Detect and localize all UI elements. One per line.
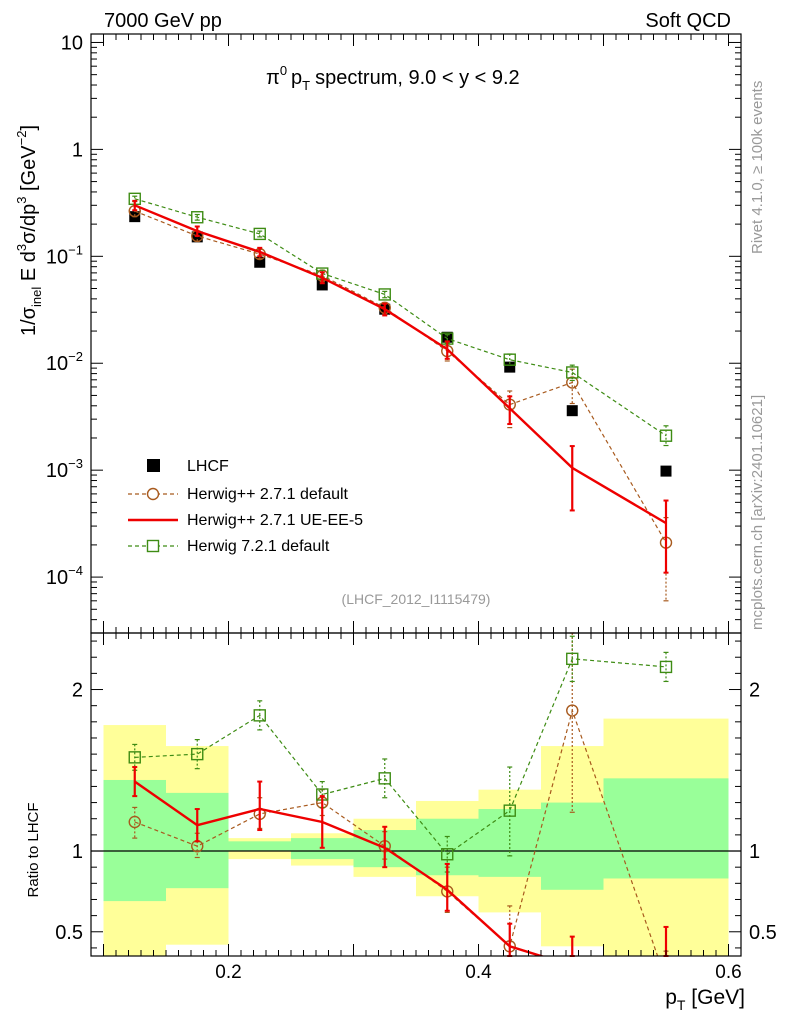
ratio-ytick-label-left-2: 2 [72, 680, 83, 702]
ratio-herwig7-default-point-0 [128, 751, 141, 764]
ratio-herwig7-default-point-2 [253, 709, 266, 722]
main-lhcf-point-2 [254, 256, 266, 268]
ratio-band-inner-2 [228, 841, 291, 852]
ratio-band-inner-0 [103, 779, 166, 902]
ratio-ytick-label-right-0: 0.5 [749, 922, 777, 944]
main-lhcf-point-5 [441, 331, 453, 343]
header-left: 7000 GeV pp [104, 10, 222, 32]
main-ytick-label-5: 10−4 [46, 563, 83, 589]
main-ytick-label-base-2: 10 [46, 246, 68, 268]
main-panel-data [128, 192, 673, 602]
main-y-axis-label: 1/σinel E d3σ/dp3 [GeV−2] [14, 125, 44, 336]
main-ytick-label-exp-2: −1 [68, 242, 83, 257]
legend-marker-lhcf [147, 459, 160, 472]
main-herwig7-default-point-8 [659, 429, 673, 442]
ratio-y-axis-label: Ratio to LHCF [25, 802, 42, 897]
main-lhcf-point-8 [660, 465, 672, 477]
main-herwig7-default-point-7 [566, 366, 579, 379]
main-herwig7-default-point-6 [503, 353, 516, 366]
ratio-herwigpp-default-point-0 [128, 815, 141, 829]
ratio-band-inner-7 [541, 802, 604, 890]
analysis-watermark: (LHCF_2012_I1115479) [342, 591, 491, 607]
main-ytick-label-exp-4: −3 [68, 456, 83, 471]
main-lhcf-point-6 [504, 361, 516, 373]
main-lhcf-point-3 [316, 279, 328, 291]
ratio-band-inner-8 [603, 778, 729, 879]
ratio-herwig7-default-point-8 [659, 660, 673, 674]
rivet-version-note: Rivet 4.1.0, ≥ 100k events [749, 81, 766, 254]
main-ytick-label-base-3: 10 [46, 353, 68, 375]
ratio-herwig7-default-point-5 [441, 848, 454, 861]
ratio-xtick-label-0: 0.2 [215, 962, 241, 983]
plot-title: π0 pT spectrum, 9.0 < y < 9.2 [266, 63, 520, 93]
main-ytick-label-base-5: 10 [46, 567, 68, 589]
ratio-herwigpp-default-point-7 [566, 704, 579, 717]
main-ytick-label-3: 10−2 [46, 349, 83, 375]
ratio-herwig7-default-point-1 [191, 747, 204, 761]
main-herwig7-default-point-2 [253, 227, 266, 241]
ratio-herwig7-default-point-7 [566, 652, 579, 666]
main-herwigpp-default-point-7 [566, 376, 579, 389]
legend-label-herwigpp-default: Herwig++ 2.7.1 default [187, 486, 349, 503]
main-ytick-label-4: 10−3 [46, 456, 83, 482]
main-ytick-label-2: 10−1 [46, 242, 83, 268]
main-herwig7-default-line [134, 198, 667, 437]
legend-label-lhcf: LHCF [187, 458, 229, 475]
legend-label-herwigpp-ueee5: Herwig++ 2.7.1 UE-EE-5 [187, 512, 363, 529]
ratio-xtick-label-1: 0.4 [465, 962, 492, 983]
ratio-herwig7-default-point-6 [503, 804, 516, 817]
legend: LHCF Herwig++ 2.7.1 default Herwig++ 2.7… [128, 458, 363, 555]
ratio-panel-data [91, 632, 741, 957]
ratio-herwig7-default-point-4 [378, 772, 391, 785]
main-ytick-label-base-4: 10 [46, 460, 68, 482]
ratio-ytick-label-right-1: 1 [749, 841, 760, 863]
main-lhcf-point-7 [566, 405, 578, 417]
ratio-ytick-label-left-0: 0.5 [55, 922, 83, 944]
main-ytick-label-exp-5: −4 [68, 563, 83, 578]
header-right: Soft QCD [645, 10, 731, 32]
ratio-herwig7-default-line [134, 658, 667, 856]
legend-marker-herwig7-default [146, 539, 160, 553]
x-axis-label: pT [GeV] [665, 986, 745, 1013]
main-ytick-label-0: 10 [61, 32, 83, 54]
legend-label-herwig7-default: Herwig 7.2.1 default [187, 538, 330, 555]
ratio-ytick-label-left-1: 1 [72, 841, 83, 863]
legend-marker-herwigpp-default [146, 487, 160, 501]
ratio-ytick-label-right-2: 2 [749, 680, 760, 702]
main-herwig7-default-point-1 [191, 211, 204, 224]
main-ytick-label-1: 1 [72, 139, 83, 161]
mcplots-credit: mcplots.cern.ch [arXiv:2401.10621] [749, 395, 766, 630]
main-herwig7-default-point-4 [378, 288, 391, 301]
main-ytick-label-exp-3: −2 [68, 349, 83, 364]
ratio-xtick-label-2: 0.6 [715, 962, 741, 983]
